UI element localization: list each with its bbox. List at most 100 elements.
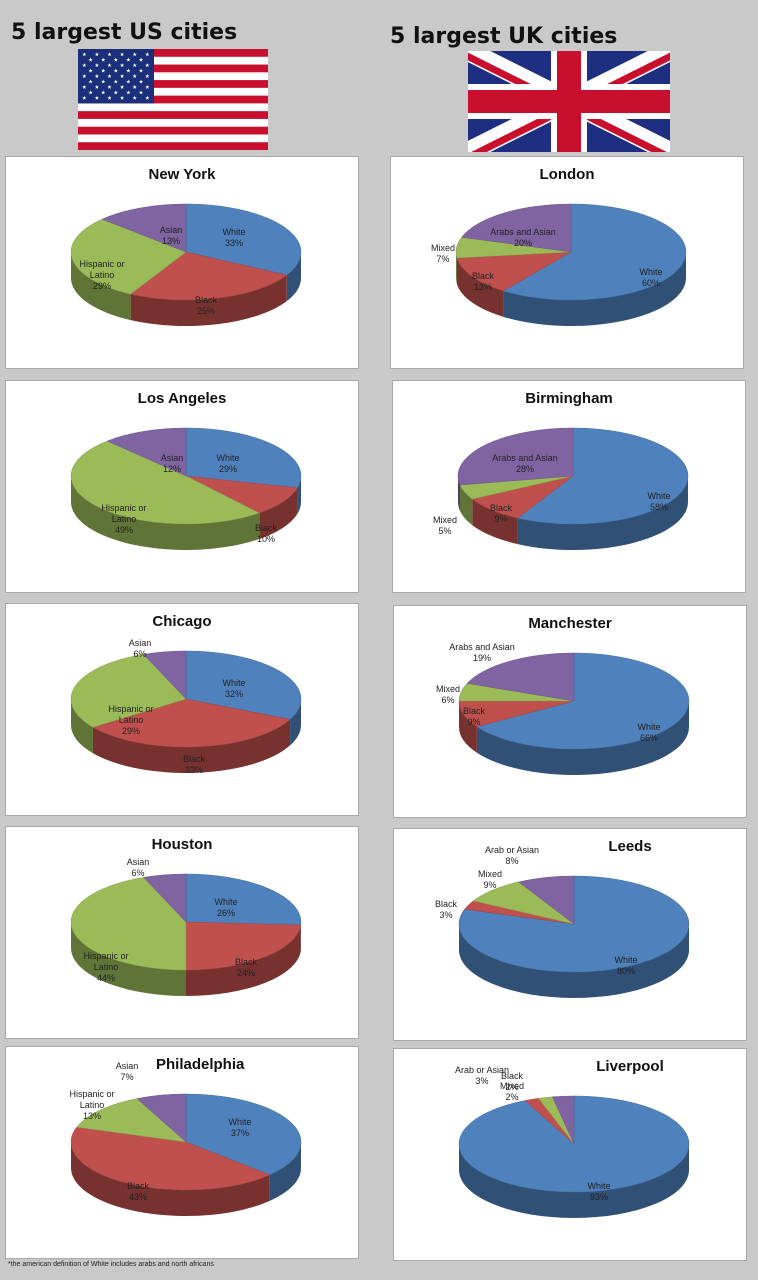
pie-side-black xyxy=(71,1142,270,1216)
pie-side-black xyxy=(186,925,301,996)
chart-panel-philadelphia: White 37% Black 43% Hispanic or Latino 13% Asia… xyxy=(5,1046,359,1259)
slice-label-white: White 80% xyxy=(614,955,637,976)
pie-slice-arab-or-asian xyxy=(552,1095,575,1145)
pie-slice-asian xyxy=(106,427,187,477)
slice-label-asian: Asian 13% xyxy=(160,225,183,246)
pie-slice-asian xyxy=(136,1093,187,1143)
slice-label-hispanic-or-latino: Hispanic or Latino 49% xyxy=(101,503,146,535)
pie-side-black xyxy=(130,275,287,326)
chart-panel-birmingham: White 58% Black 9% Mixed 5% Arabs and Asian 28%… xyxy=(392,380,746,593)
pie-slice-white xyxy=(185,203,302,276)
pie-side-white xyxy=(269,1142,301,1201)
pie-side-white xyxy=(476,701,689,775)
slice-label-asian: Asian 6% xyxy=(127,857,150,878)
pie-side-mixed xyxy=(456,252,457,285)
pie-slice-black xyxy=(185,921,302,971)
pie-side-hispanic-or-latino xyxy=(71,922,186,996)
slice-label-mixed: Mixed 6% xyxy=(436,684,460,705)
pie-slice-black xyxy=(70,1126,271,1191)
slice-label-arab-or-asian: Arab or Asian 8% xyxy=(485,845,539,866)
slice-label-arabs-and-asian: Arabs and Asian 20% xyxy=(490,227,556,248)
pie-slice-arabs-and-asian xyxy=(457,427,574,486)
slice-label-mixed: Mixed 5% xyxy=(433,515,457,536)
slice-label-black: Black 13% xyxy=(472,271,495,292)
pie-side-black xyxy=(459,701,477,753)
pie-slice-black xyxy=(92,698,291,748)
footnote: *the american definition of White includ… xyxy=(8,1261,214,1268)
slice-label-hispanic-or-latino: Hispanic or Latino 29% xyxy=(108,704,153,736)
pie-side-hispanic-or-latino xyxy=(71,252,131,321)
pie-slice-asian xyxy=(101,203,187,253)
chart-panel-chicago: White 32% Black 33% Hispanic or Latino 29% Asia… xyxy=(5,603,359,816)
slice-label-white: White 93% xyxy=(587,1181,610,1202)
chart-panel-new-york: White 33% Black 25% Hispanic or Latino 29% Asia… xyxy=(5,156,359,369)
pie-slice-arab-or-asian xyxy=(518,875,575,925)
pie-slice-hispanic-or-latino xyxy=(76,1098,187,1143)
chart-panel-london: White 60% Black 13% Mixed 7% Arabs and Asian 20… xyxy=(390,156,744,369)
chart-title: Leeds xyxy=(608,838,652,855)
slice-label-white: White 60% xyxy=(639,267,662,288)
pie-side-white xyxy=(459,924,689,998)
us-heading: 5 largest US cities xyxy=(11,20,238,45)
pie-side-black xyxy=(472,499,518,545)
pie-side-arabs-and-asian xyxy=(458,476,461,511)
chart-title: New York xyxy=(148,166,216,183)
slice-label-black: Black 33% xyxy=(183,754,206,775)
pie-side-white xyxy=(517,476,688,550)
pie-side-black xyxy=(456,258,504,317)
slice-label-mixed: Mixed 2% xyxy=(500,1081,524,1102)
chart-title: Liverpool xyxy=(596,1058,664,1075)
slice-label-black: Black 25% xyxy=(195,295,218,316)
slice-label-arab-or-asian: Arab or Asian 3% xyxy=(455,1065,509,1086)
chart-title: Houston xyxy=(151,836,213,853)
pie-slice-hispanic-or-latino xyxy=(70,654,187,728)
slice-label-white: White 26% xyxy=(214,897,237,918)
pie-slice-arabs-and-asian xyxy=(461,203,572,253)
pie-slice-black xyxy=(130,251,288,301)
slice-label-hispanic-or-latino: Hispanic or Latino 29% xyxy=(79,259,124,291)
pie-slice-white xyxy=(517,427,689,525)
chart-title: Birmingham xyxy=(525,390,613,407)
slice-label-white: White 32% xyxy=(222,678,245,699)
pie-side-hispanic-or-latino xyxy=(71,699,93,754)
slice-label-asian: Asian 7% xyxy=(116,1061,139,1082)
pie-side-white xyxy=(503,252,686,326)
pie-side-black xyxy=(259,487,298,539)
chart-panel-houston: White 26% Black 24% Hispanic or Latino 44% Asia… xyxy=(5,826,359,1039)
pie-slice-asian xyxy=(143,873,187,923)
slice-label-hispanic-or-latino: Hispanic or Latino 44% xyxy=(83,951,128,983)
pie-side-hispanic-or-latino xyxy=(71,476,260,550)
slice-label-black: Black 9% xyxy=(463,706,486,727)
pie-side-white xyxy=(290,699,301,746)
chart-panel-leeds: White 80% Black 3% Mixed 9% Arab or Asian 8% Le… xyxy=(393,828,747,1041)
chart-panel-liverpool: White 93% Black 2% Mixed 2% Arab or Asian 3% Li… xyxy=(393,1048,747,1261)
chart-title: London xyxy=(539,166,595,183)
pie-slice-white xyxy=(185,427,302,489)
chart-title: Manchester xyxy=(528,615,612,632)
pie-slice-asian xyxy=(143,650,187,700)
pie-side-white xyxy=(459,1144,689,1218)
pie-slice-hispanic-or-latino xyxy=(70,440,260,525)
slice-label-black: Black 9% xyxy=(490,503,513,524)
chart-panel-manchester: White 66% Black 9% Mixed 6% Arabs and Asian 19%… xyxy=(393,605,747,818)
slice-label-asian: Asian 6% xyxy=(129,638,152,659)
pie-slice-white xyxy=(476,652,690,750)
slice-label-hispanic-or-latino: Hispanic or Latino 13% xyxy=(69,1089,114,1121)
slice-label-white: White 29% xyxy=(216,453,239,474)
pie-slice-white xyxy=(458,875,690,973)
slice-label-black: Black 43% xyxy=(127,1181,150,1202)
chart-title: Philadelphia xyxy=(156,1056,245,1073)
slice-label-white: White 66% xyxy=(637,722,660,743)
pie-slice-white xyxy=(185,650,302,720)
slice-label-white: White 33% xyxy=(222,227,245,248)
pie-slice-hispanic-or-latino xyxy=(70,877,187,971)
pie-slice-hispanic-or-latino xyxy=(70,218,187,295)
pie-side-black xyxy=(92,719,291,773)
chart-title: Chicago xyxy=(152,613,212,630)
chart-panel-los-angeles: White 29% Black 10% Hispanic or Latino 49% Asia… xyxy=(5,380,359,593)
chart-title: Los Angeles xyxy=(137,390,227,407)
slice-label-mixed: Mixed 9% xyxy=(478,869,502,890)
slice-label-arabs-and-asian: Arabs and Asian 19% xyxy=(449,642,515,663)
pie-slice-white xyxy=(185,1093,302,1176)
pie-slice-white xyxy=(502,203,687,301)
